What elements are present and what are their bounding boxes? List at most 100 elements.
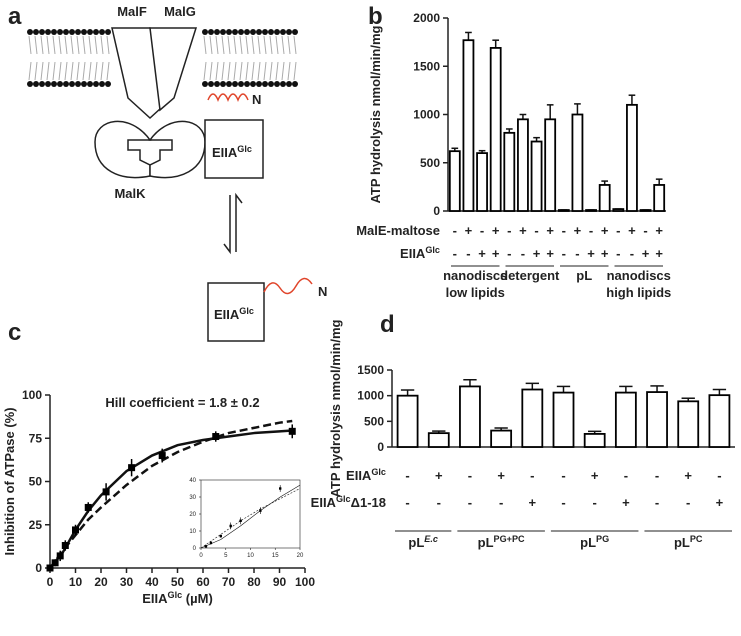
lipid-tail <box>70 35 74 55</box>
bar <box>612 208 625 212</box>
lipid-tail <box>293 61 297 81</box>
y-tick-label: 1500 <box>413 59 440 73</box>
condition-label-sup: Glc <box>425 245 440 255</box>
lipid-head <box>81 29 87 35</box>
lipid-tail <box>46 35 50 55</box>
lipid-head <box>202 29 208 35</box>
lipid-head <box>99 81 105 87</box>
lipid-head <box>93 29 99 35</box>
y-tick-label: 1000 <box>413 108 440 122</box>
bar <box>626 103 638 212</box>
condition-label: EIIAGlc <box>346 467 386 483</box>
sign: + <box>655 223 663 238</box>
bar <box>585 209 597 212</box>
n-label: N <box>318 284 327 299</box>
bar <box>571 113 584 212</box>
lipid-head <box>99 29 105 35</box>
lipid-tail <box>287 61 291 81</box>
lipid-tail <box>40 35 44 55</box>
lipid-head <box>39 29 45 35</box>
fit-curve <box>200 484 301 549</box>
x-axis-label: EIIAGlc (µM) <box>142 590 213 606</box>
sign: + <box>546 246 554 261</box>
bar <box>598 184 611 212</box>
sign: - <box>521 246 525 261</box>
x-tick-label: 90 <box>273 575 287 589</box>
sign: + <box>492 246 500 261</box>
y-tick-label: 75 <box>29 431 43 445</box>
bar <box>427 432 450 448</box>
sign: + <box>601 246 609 261</box>
lipid-tail <box>203 35 207 55</box>
sign: + <box>435 468 443 483</box>
data-point <box>84 503 92 511</box>
bar <box>448 150 461 212</box>
lipid-tail <box>70 61 74 81</box>
lipid-tail <box>40 61 44 81</box>
y-tick-label: 100 <box>22 388 42 402</box>
lipid-head <box>208 29 214 35</box>
lipid-head <box>87 81 93 87</box>
eiia-label-text: EIIA <box>212 145 238 160</box>
bar <box>521 388 544 448</box>
lipid-tail <box>28 35 32 55</box>
sign: - <box>466 246 470 261</box>
lipid-head <box>75 81 81 87</box>
lipid-head <box>238 29 244 35</box>
lipid-head <box>33 29 39 35</box>
lipid-tail <box>58 35 62 55</box>
lipid-tail <box>281 35 285 55</box>
condition-label-sup: Glc <box>371 467 386 477</box>
group-label: nanodiscs <box>443 268 507 283</box>
lipid-tail <box>76 61 80 81</box>
x-tick-label: 5 <box>224 553 228 559</box>
eiia-label: EIIAGlc <box>212 144 252 160</box>
group-label: detergent <box>500 268 560 283</box>
bar <box>503 131 516 212</box>
bar <box>708 394 731 448</box>
group-label-text: pL <box>408 535 424 550</box>
lipid-head <box>81 81 87 87</box>
fit-curve <box>200 488 301 549</box>
sign: - <box>507 246 511 261</box>
group-label-sup: PC <box>690 534 703 544</box>
x-axis-label-suffix: (µM) <box>182 591 213 606</box>
x-tick-label: 70 <box>222 575 236 589</box>
bar <box>544 118 557 212</box>
lipid-head <box>105 81 111 87</box>
lipid-tail <box>94 61 98 81</box>
panel-label: a <box>8 3 22 30</box>
sign: - <box>468 495 472 510</box>
x-tick-label: 0 <box>47 575 54 589</box>
y-tick-label: 0 <box>35 561 42 575</box>
lipid-tail <box>28 61 32 81</box>
lipid-head <box>262 29 268 35</box>
sign: - <box>630 246 634 261</box>
lipid-head <box>51 81 57 87</box>
data-point <box>229 524 232 528</box>
sign: + <box>574 223 582 238</box>
group-label-text: pL <box>580 535 596 550</box>
sign: - <box>468 468 472 483</box>
lipid-head <box>268 29 274 35</box>
data-point <box>209 541 213 545</box>
sign: - <box>453 246 457 261</box>
sign: - <box>561 495 565 510</box>
malk-label: MalK <box>114 186 146 201</box>
x-tick-label: 10 <box>247 553 254 559</box>
lipid-tail <box>221 35 225 55</box>
y-tick-label: 1500 <box>357 363 384 377</box>
lipid-head <box>33 81 39 87</box>
lipid-tail <box>245 35 249 55</box>
sign: + <box>622 495 630 510</box>
y-tick-label: 0 <box>433 204 440 218</box>
x-tick-label: 80 <box>247 575 261 589</box>
lipid-tail <box>251 35 255 55</box>
lipid-tail <box>58 61 62 81</box>
y-tick-label: 500 <box>364 414 384 428</box>
sign: + <box>533 246 541 261</box>
lipid-tail <box>64 61 68 81</box>
eiia-box <box>204 119 264 179</box>
lipid-head <box>69 81 75 87</box>
